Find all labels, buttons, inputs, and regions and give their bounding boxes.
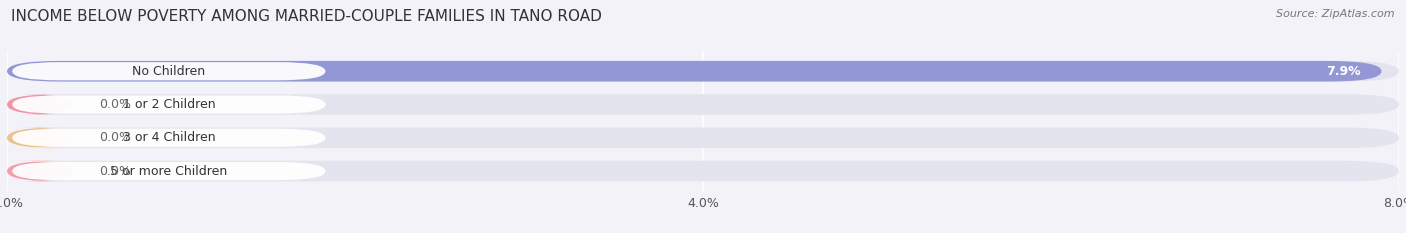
FancyBboxPatch shape [13, 96, 325, 114]
Text: 7.9%: 7.9% [1326, 65, 1361, 78]
FancyBboxPatch shape [7, 127, 73, 148]
Text: 3 or 4 Children: 3 or 4 Children [122, 131, 215, 144]
FancyBboxPatch shape [7, 127, 1399, 148]
Text: Source: ZipAtlas.com: Source: ZipAtlas.com [1277, 9, 1395, 19]
FancyBboxPatch shape [7, 94, 73, 115]
Text: 5 or more Children: 5 or more Children [110, 164, 228, 178]
Text: 1 or 2 Children: 1 or 2 Children [122, 98, 215, 111]
FancyBboxPatch shape [7, 61, 1382, 82]
Text: 0.0%: 0.0% [100, 164, 131, 178]
FancyBboxPatch shape [13, 129, 325, 147]
FancyBboxPatch shape [7, 94, 1399, 115]
Text: 0.0%: 0.0% [100, 131, 131, 144]
Text: 0.0%: 0.0% [100, 98, 131, 111]
FancyBboxPatch shape [7, 161, 1399, 182]
FancyBboxPatch shape [13, 162, 325, 180]
FancyBboxPatch shape [13, 62, 325, 80]
Text: INCOME BELOW POVERTY AMONG MARRIED-COUPLE FAMILIES IN TANO ROAD: INCOME BELOW POVERTY AMONG MARRIED-COUPL… [11, 9, 602, 24]
FancyBboxPatch shape [7, 61, 1399, 82]
Text: No Children: No Children [132, 65, 205, 78]
FancyBboxPatch shape [7, 161, 73, 182]
